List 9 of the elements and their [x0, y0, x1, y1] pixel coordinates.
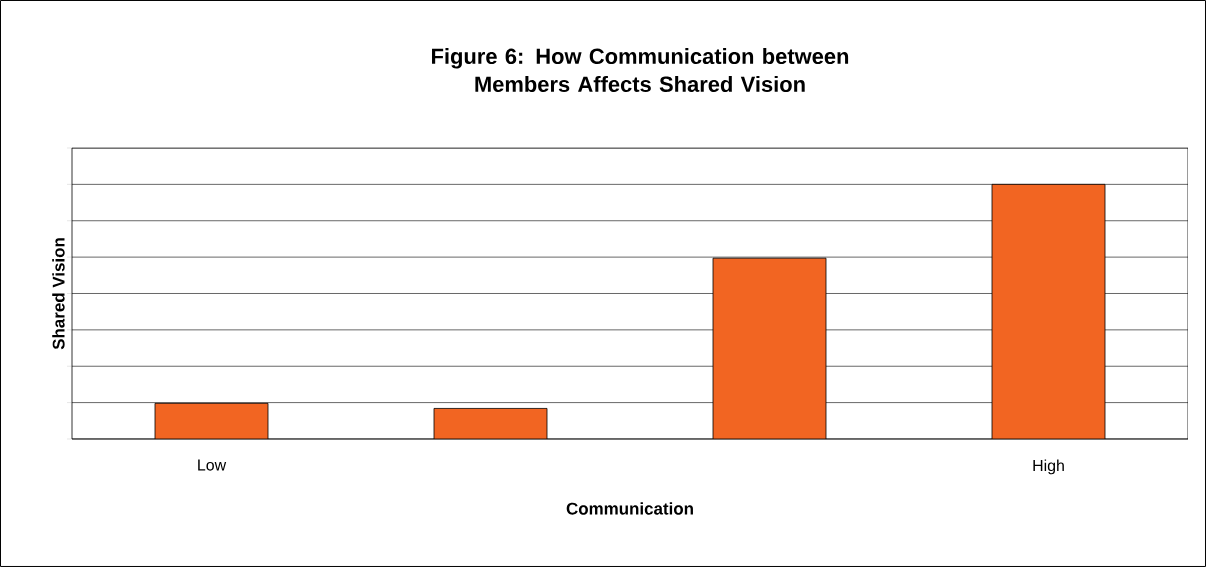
- x-tick-label: High: [1033, 459, 1064, 475]
- x-axis-title: Communication: [566, 502, 693, 515]
- bar: [991, 183, 1106, 439]
- chart-title: Figure 6: How Communication between Members Affects Shared Vision: [432, 47, 849, 92]
- x-tick-label: Low: [198, 459, 227, 471]
- bar: [155, 403, 269, 439]
- y-axis-title: Shared Vision: [52, 238, 65, 350]
- bar: [434, 408, 548, 439]
- bar: [713, 258, 827, 439]
